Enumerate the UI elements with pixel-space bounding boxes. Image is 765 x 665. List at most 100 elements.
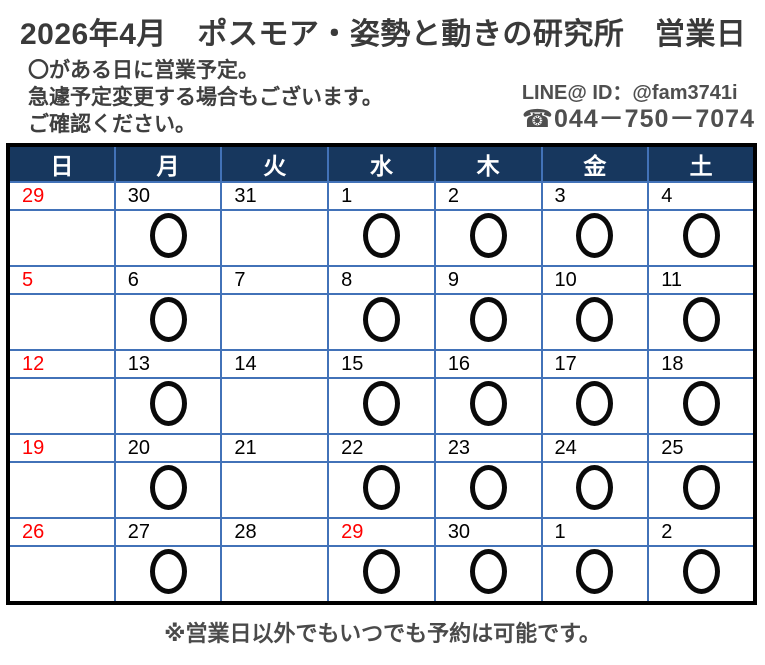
date-cell: 5	[7, 265, 116, 295]
date-cell: 19	[7, 433, 116, 463]
date-cell: 3	[540, 181, 650, 211]
open-circle-mark	[682, 549, 720, 594]
open-circle-mark	[149, 297, 187, 342]
open-circle-mark	[149, 213, 187, 258]
open-circle-mark	[682, 465, 720, 510]
weekday-header-6: 土	[647, 144, 756, 183]
note-line-3: ご確認ください。	[28, 113, 196, 136]
date-cell: 1	[327, 181, 436, 211]
open-cell	[113, 209, 223, 267]
date-cell: 31	[220, 181, 330, 211]
date-cell: 28	[220, 517, 330, 547]
date-cell: 30	[113, 181, 223, 211]
date-cell: 20	[113, 433, 223, 463]
weekday-header-2: 火	[220, 144, 330, 183]
open-circle-mark	[682, 381, 720, 426]
open-circle-mark	[576, 381, 614, 426]
open-cell	[327, 209, 436, 267]
open-circle-mark	[682, 297, 720, 342]
open-cell	[7, 545, 116, 604]
open-cell	[327, 293, 436, 351]
open-cell	[647, 209, 756, 267]
open-circle-mark	[469, 549, 507, 594]
date-cell: 22	[327, 433, 436, 463]
date-cell: 6	[113, 265, 223, 295]
open-cell	[113, 293, 223, 351]
date-cell: 4	[647, 181, 756, 211]
open-cell	[433, 545, 543, 604]
date-cell: 13	[113, 349, 223, 379]
open-cell	[433, 461, 543, 519]
open-circle-mark	[682, 213, 720, 258]
open-circle-mark	[149, 381, 187, 426]
open-circle-mark	[469, 297, 507, 342]
open-circle-mark	[362, 297, 400, 342]
open-circle-mark	[362, 465, 400, 510]
open-circle-mark	[469, 213, 507, 258]
open-circle-mark	[576, 213, 614, 258]
phone-number: ☎044－750－7074	[521, 105, 755, 133]
open-circle-mark	[362, 549, 400, 594]
open-cell	[220, 461, 330, 519]
open-cell	[540, 461, 650, 519]
date-cell: 21	[220, 433, 330, 463]
open-cell	[647, 377, 756, 435]
date-cell: 29	[327, 517, 436, 547]
open-cell	[113, 461, 223, 519]
weekday-header-4: 木	[433, 144, 543, 183]
open-cell	[647, 293, 756, 351]
open-circle-mark	[469, 465, 507, 510]
open-cell	[433, 209, 543, 267]
date-cell: 9	[433, 265, 543, 295]
weekday-header-1: 月	[113, 144, 223, 183]
open-cell	[540, 377, 650, 435]
open-cell	[220, 293, 330, 351]
open-cell	[327, 461, 436, 519]
weekday-row: 日月火水木金土	[7, 144, 756, 183]
date-cell: 12	[7, 349, 116, 379]
date-cell: 23	[433, 433, 543, 463]
open-circle-mark	[469, 381, 507, 426]
open-cell	[113, 377, 223, 435]
date-cell: 15	[327, 349, 436, 379]
open-cell	[220, 545, 330, 604]
open-cell	[647, 461, 756, 519]
contact-block: LINE@ ID：@fam3741i ☎044－750－7074	[522, 57, 757, 133]
note-line-2: 急遽予定変更する場合もございます。	[28, 86, 383, 109]
line-id: LINE@ ID：@fam3741i	[521, 82, 738, 104]
open-cell	[647, 545, 756, 604]
open-cell	[327, 545, 436, 604]
open-cell	[433, 293, 543, 351]
date-cell: 7	[220, 265, 330, 295]
open-circle-mark	[576, 465, 614, 510]
open-cell	[220, 377, 330, 435]
open-cell	[7, 293, 116, 351]
date-cell: 25	[647, 433, 756, 463]
date-cell: 2	[433, 181, 543, 211]
open-cell	[7, 461, 116, 519]
date-cell: 26	[7, 517, 116, 547]
open-circle-mark	[149, 549, 187, 594]
open-cell	[540, 545, 650, 604]
date-cell: 2	[647, 517, 756, 547]
date-cell: 11	[647, 265, 756, 295]
note-line-1: 〇がある日に営業予定。	[28, 59, 259, 82]
open-cell	[7, 209, 116, 267]
date-cell: 8	[327, 265, 436, 295]
date-cell: 1	[540, 517, 650, 547]
date-cell: 17	[540, 349, 650, 379]
open-cell	[7, 377, 116, 435]
calendar-body: 29 30 31 1 2 3 4 5 6 7 8 9 10 11 12 13 14 15 16 17 18 19 20 21 2…	[7, 181, 756, 604]
footer-note: ※営業日以外でもいつでも予約は可能です。	[164, 621, 601, 646]
open-circle-mark	[576, 297, 614, 342]
calendar-table: 日月火水木金土 29 30 31 1 2 3 4 5 6 7 8 9 10 11 12 13 14 15 16 17 1…	[6, 143, 757, 605]
date-cell: 30	[433, 517, 543, 547]
open-circle-mark	[149, 465, 187, 510]
weekday-header-0: 日	[7, 144, 116, 183]
page-title: 2026年4月 ポスモア・姿勢と動きの研究所 営業日	[20, 18, 747, 51]
notes-block: 〇がある日に営業予定。 急遽予定変更する場合もございます。 ご確認ください。	[28, 57, 383, 138]
date-cell: 24	[540, 433, 650, 463]
open-circle-mark	[362, 381, 400, 426]
open-circle-mark	[362, 213, 400, 258]
open-circle-mark	[576, 549, 614, 594]
